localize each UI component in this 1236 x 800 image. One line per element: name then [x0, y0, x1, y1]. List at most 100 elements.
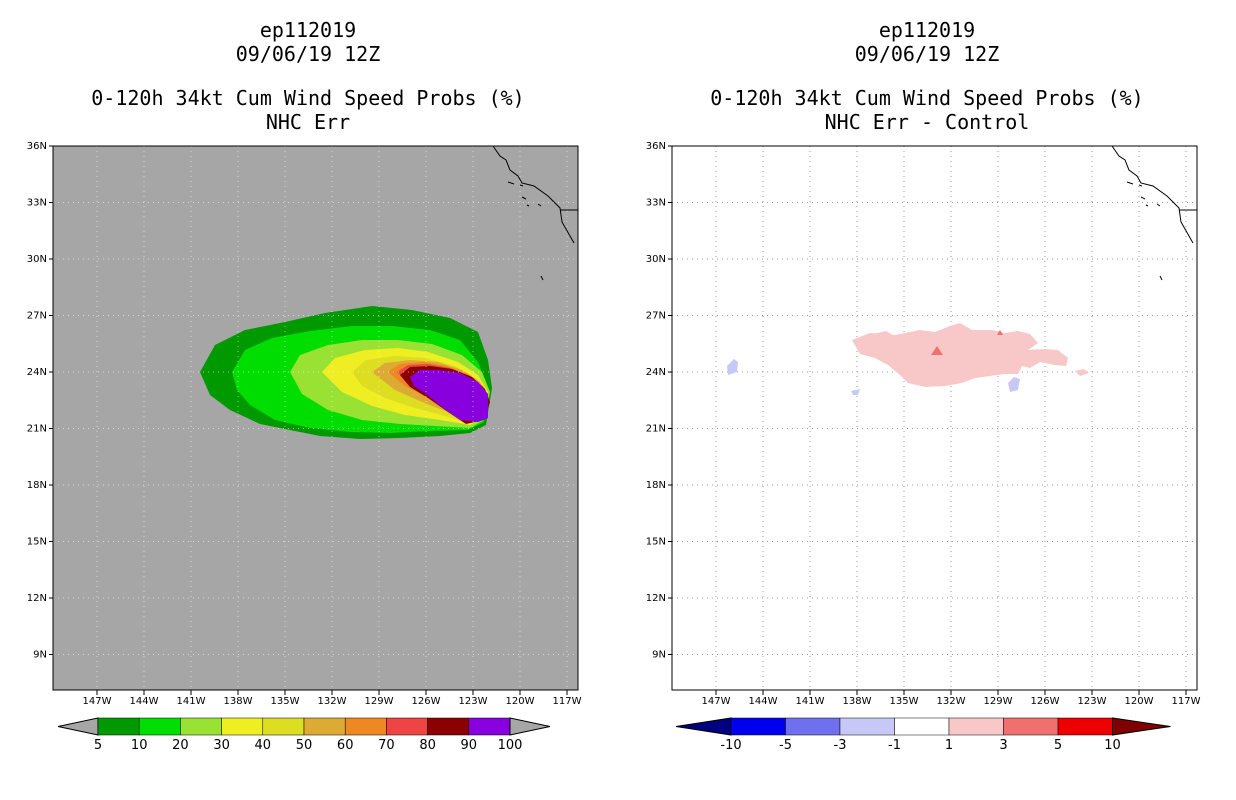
lon-label: 144W	[130, 696, 159, 707]
lat-label: 33N	[27, 198, 47, 209]
lat-label: 27N	[27, 311, 47, 322]
right-title: ep112019 09/06/19 12Z 0-120h 34kt Cum Wi…	[647, 18, 1207, 134]
colorbar-swatch	[730, 717, 786, 736]
colorbar-label: 1	[945, 738, 953, 753]
diff-strong-positive-spot	[931, 346, 943, 355]
colorbar-label: 60	[337, 738, 354, 753]
lon-label: 135W	[271, 696, 300, 707]
colorbar-label: 40	[255, 738, 272, 753]
right-map-gridlines	[672, 146, 1197, 690]
lat-label: 36N	[646, 141, 666, 152]
lon-label: 138W	[843, 696, 872, 707]
colorbar-swatch	[221, 717, 264, 736]
colorbar-label: 30	[213, 738, 230, 753]
colorbar-arrow-high	[1112, 717, 1171, 736]
right-longitude-labels: 147W 144W 141W 138W 135W 132W 129W 126W 123W 120W…	[702, 690, 1201, 707]
colorbar-arrow-high	[509, 717, 551, 736]
lon-label: 123W	[1078, 696, 1107, 707]
right-latitude-labels: 36N 33N 30N 27N 24N 21N 18N 15N 12N 9N	[646, 141, 672, 661]
left-title-product: 0-120h 34kt Cum Wind Speed Probs (%)	[91, 86, 525, 110]
diff-negative-region-west	[727, 359, 738, 375]
colorbar-swatch	[948, 717, 1004, 736]
lat-label: 15N	[27, 537, 47, 548]
colorbar-swatch	[386, 717, 428, 736]
lat-label: 12N	[646, 593, 666, 604]
lon-label: 141W	[796, 696, 825, 707]
lon-label: 129W	[365, 696, 394, 707]
colorbar-label: 5	[94, 738, 102, 753]
colorbar-label: 80	[419, 738, 436, 753]
lat-label: 27N	[646, 311, 666, 322]
lon-label: 141W	[177, 696, 206, 707]
colorbar-swatch	[894, 717, 950, 736]
lon-label: 144W	[749, 696, 778, 707]
right-map-frame	[671, 145, 1198, 691]
colorbar-label: 10	[131, 738, 148, 753]
colorbar-label: 3	[999, 738, 1007, 753]
colorbar-label: -3	[834, 738, 847, 753]
colorbar-label: 50	[296, 738, 313, 753]
colorbar-swatch	[344, 717, 387, 736]
lat-label: 18N	[646, 480, 666, 491]
lat-label: 21N	[27, 424, 47, 435]
lon-label: 117W	[1172, 696, 1201, 707]
left-longitude-labels: 147W 144W 141W 138W 135W 132W 129W 126W 123W 120W…	[83, 690, 582, 707]
right-title-subtitle: NHC Err - Control	[824, 110, 1030, 134]
colorbar-label: 10	[1104, 738, 1121, 753]
colorbar-label: 90	[461, 738, 478, 753]
right-map-background	[672, 146, 1197, 690]
colorbar-label: -10	[720, 738, 741, 753]
lon-label: 120W	[506, 696, 535, 707]
right-coastline	[1111, 145, 1197, 281]
prob-contour-90	[410, 370, 488, 422]
colorbar-swatch	[427, 717, 470, 736]
colorbar-swatch	[303, 717, 346, 736]
lon-label: 126W	[1031, 696, 1060, 707]
diff-positive-region-small	[1075, 369, 1089, 376]
lat-label: 18N	[27, 480, 47, 491]
colorbar-label: 20	[172, 738, 189, 753]
lon-label: 132W	[937, 696, 966, 707]
left-latitude-labels: 36N 33N 30N 27N 24N 21N 18N 15N 12N 9N	[27, 141, 53, 661]
lat-label: 12N	[27, 593, 47, 604]
right-difference-field	[727, 323, 1089, 395]
left-probability-field	[200, 306, 492, 439]
lat-label: 30N	[27, 254, 47, 265]
left-title: ep112019 09/06/19 12Z 0-120h 34kt Cum Wi…	[28, 18, 588, 134]
colorbar-label: 70	[378, 738, 395, 753]
colorbar-arrow-low	[57, 717, 99, 736]
colorbar-swatch	[1057, 717, 1113, 736]
lon-label: 120W	[1125, 696, 1154, 707]
lon-label: 123W	[459, 696, 488, 707]
diff-strong-positive-spot-2	[997, 330, 1003, 335]
colorbar-swatch	[262, 717, 305, 736]
left-colorbar: 5 10 20 30 40 50 60 70 80 90 100	[57, 717, 551, 753]
colorbar-label: 100	[498, 738, 523, 753]
right-colorbar: -10 -5 -3 -1 1 3 5 10	[675, 717, 1171, 753]
lon-label: 126W	[412, 696, 441, 707]
diff-positive-region	[852, 323, 1068, 387]
colorbar-label: -5	[779, 738, 792, 753]
left-title-subtitle: NHC Err	[265, 110, 351, 134]
lat-label: 21N	[646, 424, 666, 435]
right-title-date: 09/06/19 12Z	[854, 42, 1000, 66]
colorbar-swatch	[785, 717, 841, 736]
lat-label: 15N	[646, 537, 666, 548]
lat-label: 9N	[33, 650, 47, 661]
lat-label: 33N	[646, 198, 666, 209]
left-coastline	[492, 145, 578, 281]
diff-negative-region-south	[851, 389, 860, 395]
left-title-storm-id: ep112019	[259, 18, 357, 42]
left-title-date: 09/06/19 12Z	[235, 42, 381, 66]
colorbar-swatch	[839, 717, 895, 736]
lon-label: 147W	[83, 696, 112, 707]
lon-label: 147W	[702, 696, 731, 707]
colorbar-label: 5	[1054, 738, 1062, 753]
colorbar-swatch	[1003, 717, 1059, 736]
lat-label: 24N	[27, 367, 47, 378]
colorbar-swatch	[180, 717, 222, 736]
colorbar-arrow-low	[675, 717, 732, 736]
lon-label: 129W	[984, 696, 1013, 707]
